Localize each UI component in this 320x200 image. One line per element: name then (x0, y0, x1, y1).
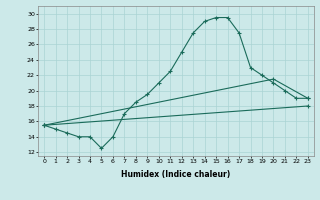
X-axis label: Humidex (Indice chaleur): Humidex (Indice chaleur) (121, 170, 231, 179)
